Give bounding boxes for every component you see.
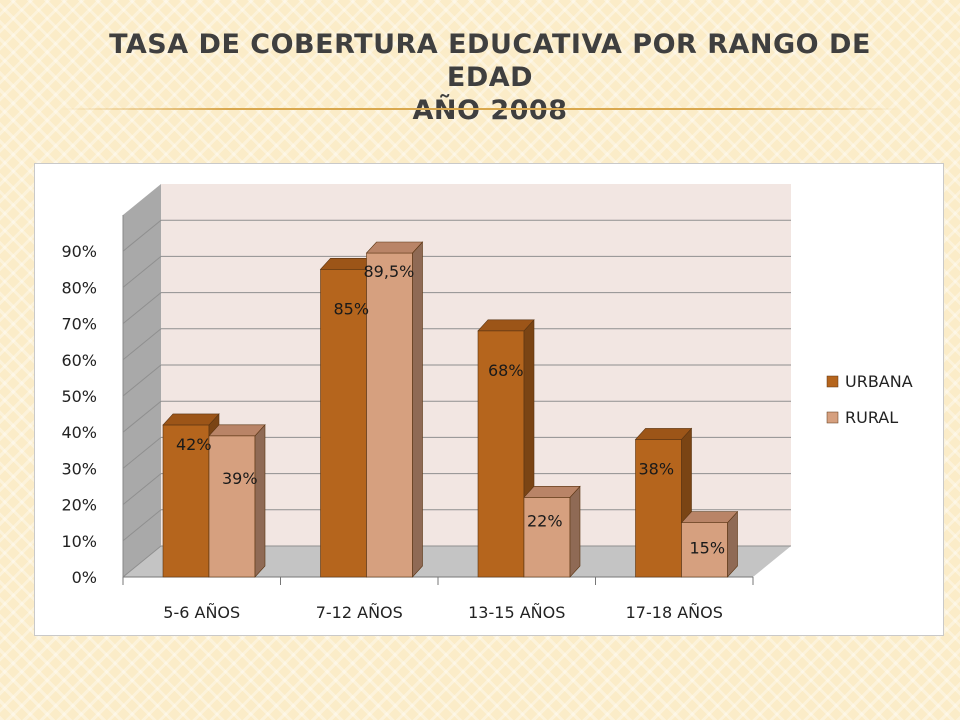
y-tick-label: 20% xyxy=(61,496,97,515)
legend-swatch-urbana xyxy=(826,375,839,388)
bar-rural-4 xyxy=(681,522,728,578)
y-tick-label: 10% xyxy=(61,532,97,551)
data-label-rural-2: 89,5% xyxy=(364,262,415,281)
gridline-side xyxy=(122,473,162,505)
data-label-rural-3: 22% xyxy=(527,511,563,530)
y-tick-label: 50% xyxy=(61,387,97,406)
data-label-urbana-1: 42% xyxy=(176,435,212,454)
data-label-urbana-3: 68% xyxy=(488,361,524,380)
gridline-side xyxy=(122,219,162,252)
title-line-1: TASA DE COBERTURA EDUCATIVA POR RANGO DE… xyxy=(109,29,871,93)
bar-side-rural-1 xyxy=(254,424,266,578)
bar-top-rural-1 xyxy=(208,424,266,437)
legend-label-urbana: URBANA xyxy=(845,372,913,391)
y-tick-label: 60% xyxy=(61,351,97,370)
y-tick-label: 80% xyxy=(61,278,97,297)
category-label-1: 5-6 AÑOS xyxy=(163,603,240,622)
bar-top-rural-2 xyxy=(365,241,424,254)
gridline-side xyxy=(122,292,162,324)
bar-top-urbana-1 xyxy=(162,413,220,426)
data-label-urbana-2: 85% xyxy=(334,299,370,318)
bar-top-urbana-3 xyxy=(477,319,535,332)
y-tick-label: 0% xyxy=(72,568,97,587)
y-tick-label: 40% xyxy=(61,423,97,442)
y-tick-label: 70% xyxy=(61,315,97,334)
bar-rural-1 xyxy=(208,435,256,578)
bar-top-rural-3 xyxy=(523,486,581,498)
slide-title: TASA DE COBERTURA EDUCATIVA POR RANGO DE… xyxy=(100,28,880,127)
legend-label-rural: RURAL xyxy=(845,408,898,427)
bar-rural-3 xyxy=(523,497,571,578)
data-label-rural-4: 15% xyxy=(690,539,726,558)
legend-swatch-rural xyxy=(826,411,839,424)
y-tick-label: 30% xyxy=(61,459,97,478)
bar-urbana-3 xyxy=(477,330,525,578)
title-line-2: AÑO 2008 xyxy=(412,95,568,126)
y-tick-label: 90% xyxy=(61,242,97,261)
bar-urbana-4 xyxy=(635,439,682,578)
gridline-side xyxy=(122,437,162,469)
bar-rural-2 xyxy=(366,252,413,578)
category-label-4: 17-18 AÑOS xyxy=(626,603,723,622)
bar-top-urbana-4 xyxy=(634,428,693,440)
chart-floor xyxy=(123,546,791,577)
gridline-side xyxy=(122,400,162,433)
gridline-side xyxy=(122,328,162,361)
bar-chart: 0% 10% 20% 30% 40% 50% 60% 70% 80% 90% 42% 39% 5-6 A… xyxy=(61,184,913,622)
bar-top-rural-4 xyxy=(680,511,739,524)
gridline-side xyxy=(122,545,162,578)
gridline-side xyxy=(122,364,162,397)
data-label-urbana-4: 38% xyxy=(639,459,675,478)
gridline-side xyxy=(122,256,162,288)
gridline-side xyxy=(122,509,162,542)
category-label-3: 13-15 AÑOS xyxy=(468,603,565,622)
bar-side-rural-3 xyxy=(569,485,581,578)
data-label-rural-1: 39% xyxy=(222,469,258,488)
title-divider xyxy=(60,108,900,110)
bar-side-rural-2 xyxy=(412,241,423,578)
chart-panel: 0% 10% 20% 30% 40% 50% 60% 70% 80% 90% 42% 39% 5-6 A… xyxy=(34,163,944,636)
category-label-2: 7-12 AÑOS xyxy=(316,603,403,622)
